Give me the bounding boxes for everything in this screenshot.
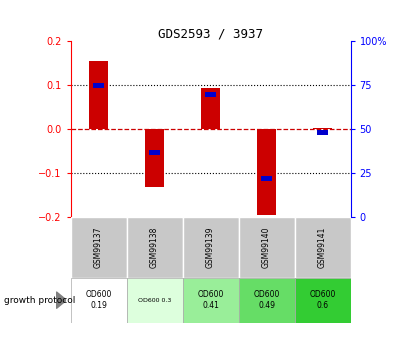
Bar xyxy=(295,217,351,278)
Bar xyxy=(127,217,183,278)
Bar xyxy=(149,150,160,155)
Text: growth protocol: growth protocol xyxy=(4,296,75,305)
Text: GSM99141: GSM99141 xyxy=(318,227,327,268)
Bar xyxy=(93,83,104,88)
Polygon shape xyxy=(56,292,66,308)
Bar xyxy=(313,128,332,129)
Text: GSM99138: GSM99138 xyxy=(150,227,159,268)
Text: GSM99140: GSM99140 xyxy=(262,227,271,268)
Text: GSM99137: GSM99137 xyxy=(94,227,103,268)
Bar xyxy=(183,278,239,323)
Text: OD600
0.41: OD600 0.41 xyxy=(197,290,224,310)
Text: OD600
0.19: OD600 0.19 xyxy=(85,290,112,310)
Bar xyxy=(205,92,216,97)
Bar xyxy=(261,176,272,181)
Text: OD600
0.6: OD600 0.6 xyxy=(310,290,336,310)
Bar xyxy=(89,61,108,129)
Title: GDS2593 / 3937: GDS2593 / 3937 xyxy=(158,27,263,40)
Bar xyxy=(71,217,127,278)
Bar xyxy=(257,129,276,215)
Text: GSM99139: GSM99139 xyxy=(206,227,215,268)
Bar xyxy=(295,278,351,323)
Bar xyxy=(127,278,183,323)
Bar xyxy=(239,278,295,323)
Text: OD600 0.3: OD600 0.3 xyxy=(138,298,171,303)
Bar xyxy=(183,217,239,278)
Bar xyxy=(239,217,295,278)
Text: OD600
0.49: OD600 0.49 xyxy=(253,290,280,310)
Bar xyxy=(71,278,127,323)
Bar xyxy=(317,130,328,135)
Bar xyxy=(145,129,164,187)
Bar xyxy=(201,88,220,129)
